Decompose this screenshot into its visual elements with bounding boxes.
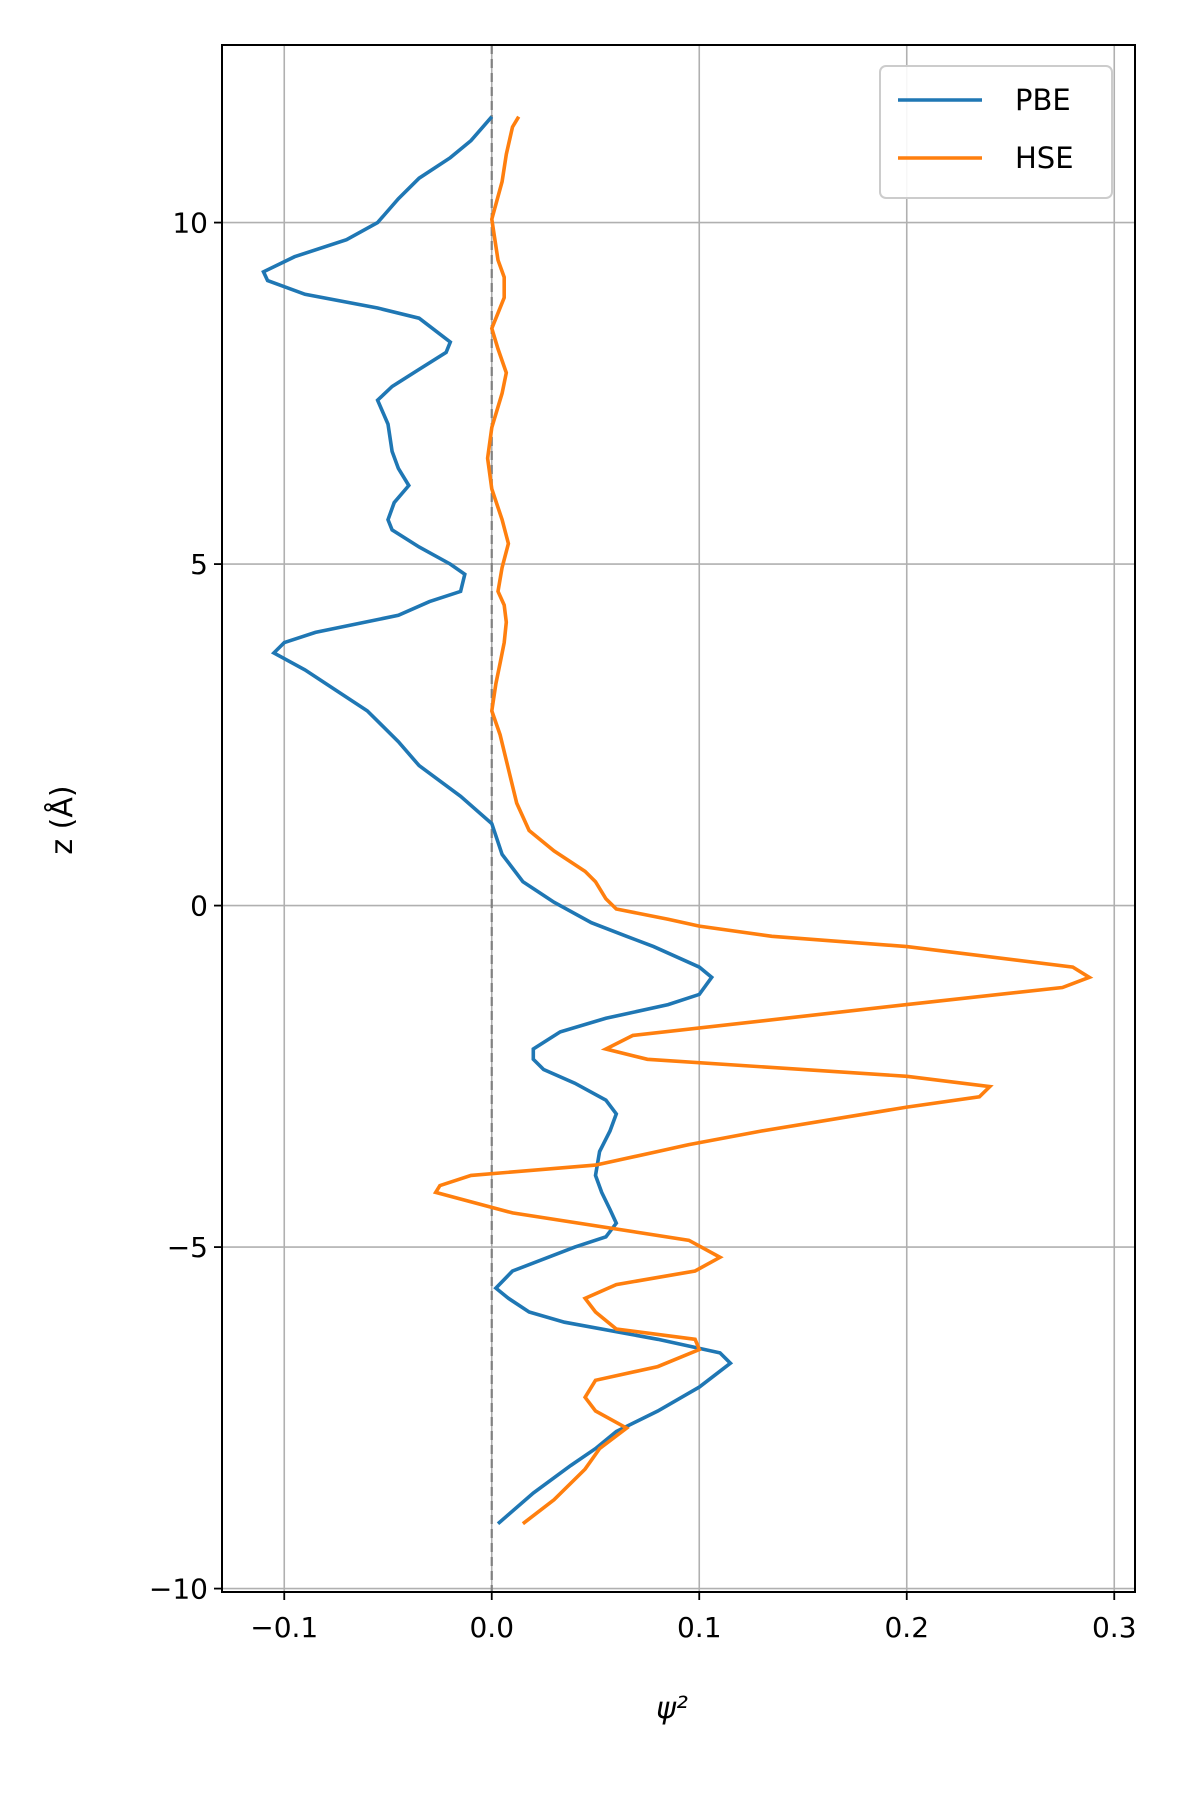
x-tick-label: −0.1	[250, 1611, 318, 1644]
legend-box	[879, 65, 1113, 199]
legend: PBE HSE	[879, 65, 1113, 199]
series-line-hse	[432, 115, 1094, 1526]
x-axis-label-text: ψ²	[656, 1691, 688, 1726]
x-tick-label: 0.2	[884, 1611, 929, 1644]
x-tick-label: 0.0	[469, 1611, 514, 1644]
y-tick-label: 0	[190, 890, 208, 923]
y-tick-labels: −10 −5 0 5 10	[149, 207, 208, 1606]
series-layer	[261, 115, 1094, 1526]
x-tick-label: 0.1	[677, 1611, 722, 1644]
plot-area-frame	[221, 44, 1136, 1593]
y-tick-label: 5	[190, 548, 208, 581]
y-axis-label: z (Å)	[44, 785, 80, 854]
y-tick-label: −5	[167, 1231, 208, 1264]
y-tick-label: −10	[149, 1573, 208, 1606]
y-tick-label: 10	[172, 207, 208, 240]
x-axis-label: ψ²	[656, 1691, 688, 1726]
x-tick-labels: −0.1 0.0 0.1 0.2 0.3	[250, 1611, 1136, 1644]
series-line-pbe	[261, 115, 734, 1526]
tick-marks	[214, 221, 1116, 1600]
legend-label-hse: HSE	[1015, 141, 1074, 175]
x-tick-label: 0.3	[1092, 1611, 1137, 1644]
legend-label-pbe: PBE	[1015, 83, 1071, 117]
